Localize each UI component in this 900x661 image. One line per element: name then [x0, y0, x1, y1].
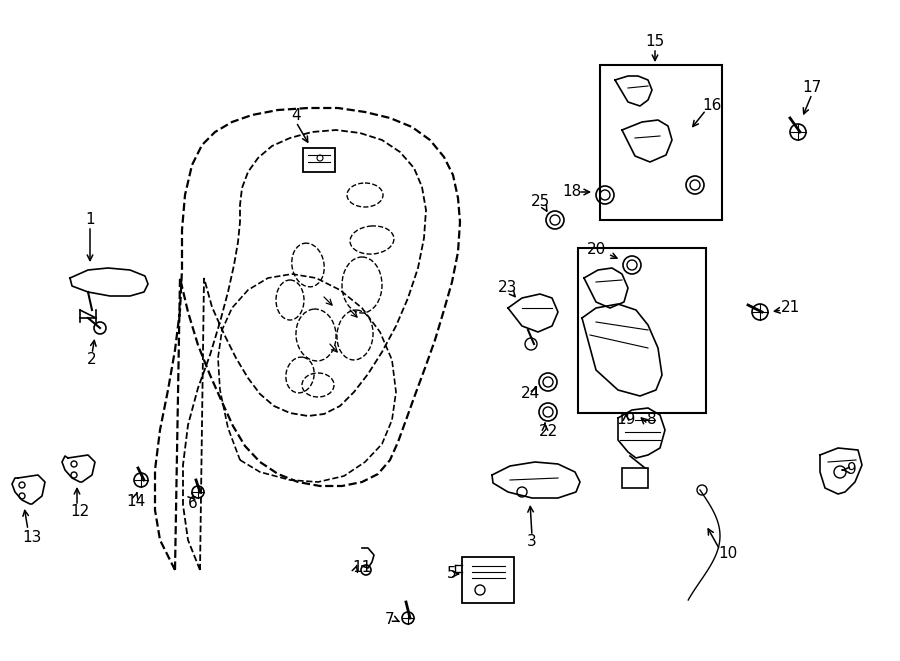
Text: 20: 20: [587, 243, 606, 258]
Bar: [462, 557, 514, 603]
Text: 21: 21: [780, 301, 799, 315]
Bar: [622, 468, 648, 488]
Text: 4: 4: [292, 108, 301, 124]
Text: 14: 14: [126, 494, 146, 510]
Bar: [600, 65, 722, 220]
Text: 2: 2: [87, 352, 97, 368]
Text: 7: 7: [385, 613, 395, 627]
Text: 11: 11: [353, 561, 372, 576]
Text: 15: 15: [645, 34, 664, 50]
Text: 22: 22: [538, 424, 558, 440]
Text: 8: 8: [647, 412, 657, 428]
Text: 18: 18: [562, 184, 581, 200]
Text: 10: 10: [718, 547, 738, 561]
Text: 6: 6: [188, 496, 198, 512]
Text: 3: 3: [527, 535, 537, 549]
Text: 25: 25: [530, 194, 550, 210]
Text: 17: 17: [803, 81, 822, 95]
Text: 19: 19: [616, 412, 635, 428]
Text: 1: 1: [86, 212, 94, 227]
Text: 13: 13: [22, 529, 41, 545]
Text: 23: 23: [499, 280, 517, 295]
Text: 24: 24: [520, 385, 540, 401]
Bar: [578, 248, 706, 413]
Text: 12: 12: [70, 504, 90, 520]
Text: 16: 16: [702, 98, 722, 112]
Text: 9: 9: [847, 463, 857, 477]
Text: 5: 5: [447, 566, 457, 582]
